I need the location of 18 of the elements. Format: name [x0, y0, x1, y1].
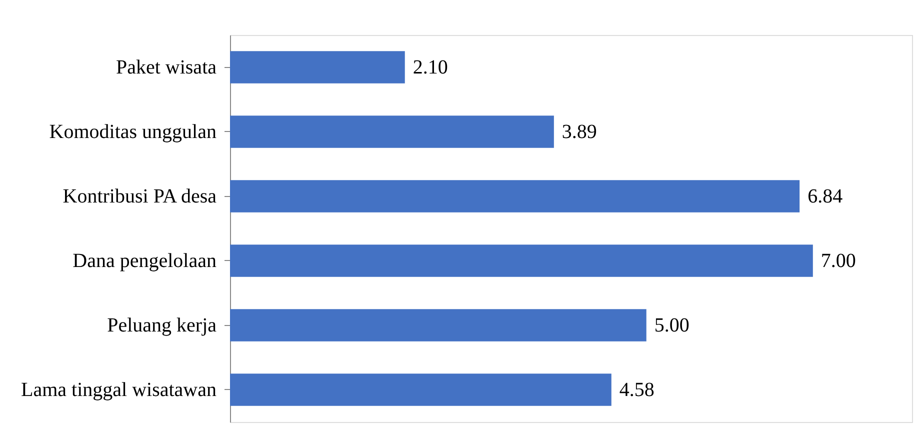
- y-tick-label: Dana pengelolaan: [72, 250, 216, 272]
- y-tick-label: Paket wisata: [116, 56, 217, 78]
- data-label: 4.58: [619, 378, 654, 401]
- y-tick-label: Kontribusi PA desa: [62, 185, 217, 208]
- bar: [230, 244, 813, 277]
- data-label: 2.10: [412, 56, 448, 78]
- bar: [230, 180, 800, 212]
- y-tick-label: Peluang kerja: [107, 314, 217, 336]
- y-tick-label: Lama tinggal wisatawan: [21, 378, 216, 401]
- data-label: 6.84: [808, 185, 843, 208]
- bar: [230, 309, 646, 342]
- bar: [230, 51, 405, 84]
- bar: [230, 116, 554, 148]
- data-label: 7.00: [820, 250, 856, 272]
- y-tick-label: Komoditas unggulan: [49, 120, 216, 143]
- data-label: 5.00: [654, 314, 690, 336]
- data-label: 3.89: [562, 120, 597, 143]
- bar: [230, 374, 612, 406]
